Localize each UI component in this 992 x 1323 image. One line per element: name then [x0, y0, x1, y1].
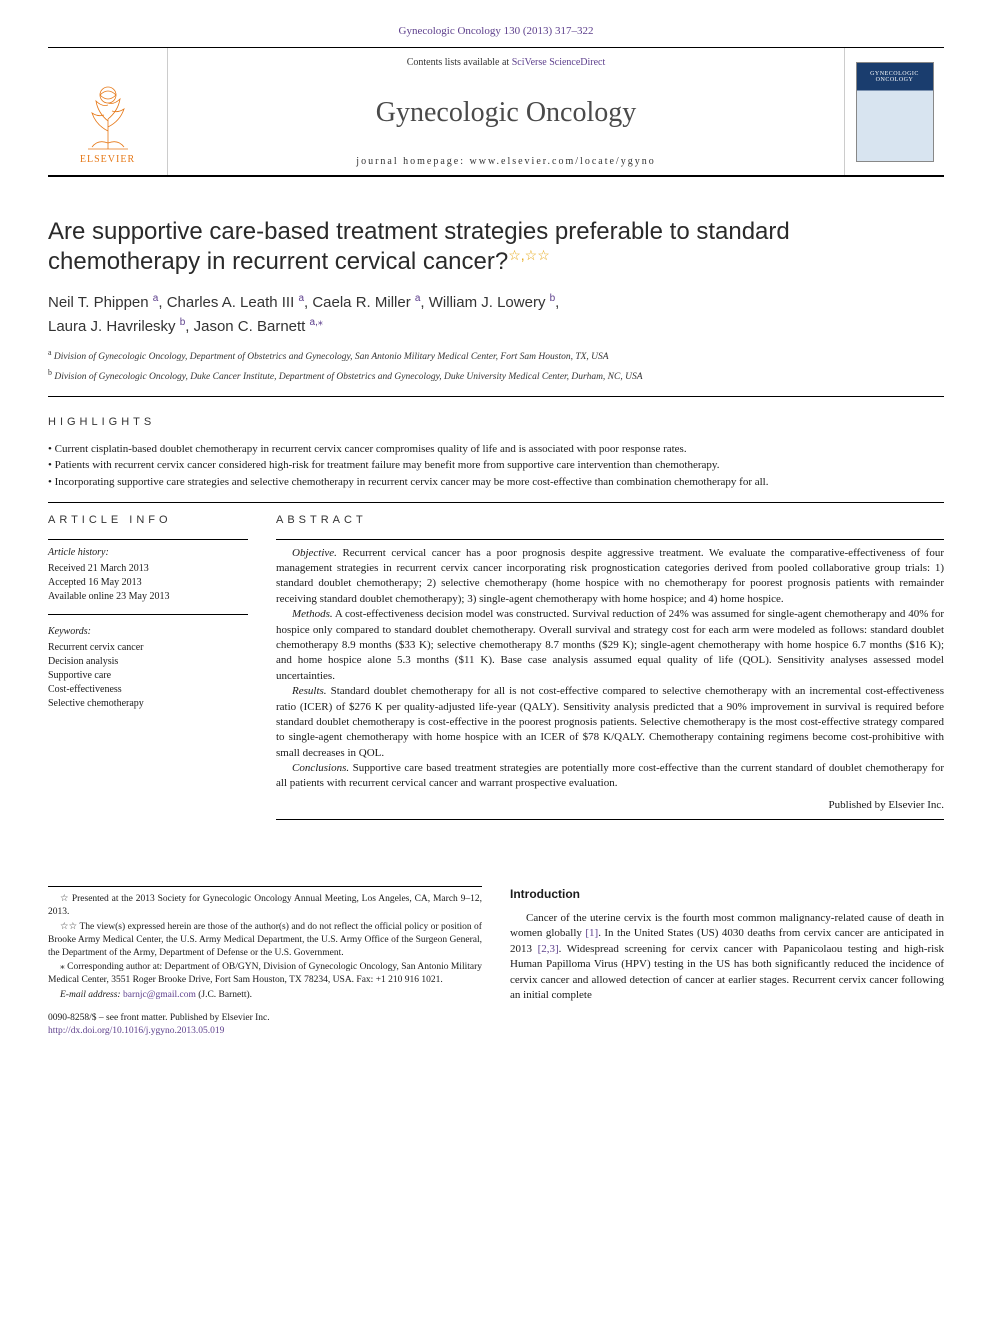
published-by: Published by Elsevier Inc. [276, 798, 944, 813]
body-col-right: Introduction Cancer of the uterine cervi… [510, 886, 944, 1037]
abstract-methods: Methods. A cost-effectiveness decision m… [276, 607, 944, 684]
keyword: Supportive care [48, 669, 248, 683]
journal-homepage: journal homepage: www.elsevier.com/locat… [356, 155, 655, 169]
ref-link-1[interactable]: [1] [585, 927, 598, 939]
footnote-email: E-mail address: barnjc@gmail.com (J.C. B… [48, 989, 482, 1002]
highlight-item: Incorporating supportive care strategies… [48, 474, 944, 491]
email-label: E-mail address: [60, 990, 123, 1000]
masthead: ELSEVIER Contents lists available at Sci… [48, 47, 944, 177]
article-info-column: ARTICLE INFO Article history: Received 2… [48, 513, 248, 826]
copyright-block: 0090-8258/$ – see front matter. Publishe… [48, 1012, 482, 1038]
highlights-list: Current cisplatin-based doublet chemothe… [48, 441, 944, 491]
ref-link-23[interactable]: [2,3] [538, 943, 559, 955]
contents-prefix: Contents lists available at [407, 57, 512, 68]
top-citation: Gynecologic Oncology 130 (2013) 317–322 [48, 24, 944, 39]
results-text: Standard doublet chemotherapy for all is… [276, 685, 944, 759]
objective-label: Objective. [292, 547, 337, 559]
abstract-conclusions: Conclusions. Supportive care based treat… [276, 761, 944, 792]
rule [276, 539, 944, 540]
journal-name: Gynecologic Oncology [376, 93, 637, 132]
affiliation-a-text: Division of Gynecologic Oncology, Depart… [54, 353, 609, 363]
journal-cover-title: GYNECOLOGIC ONCOLOGY [861, 71, 929, 84]
body-col-left: ☆ Presented at the 2013 Society for Gyne… [48, 886, 482, 1037]
elsevier-wordmark: ELSEVIER [80, 153, 135, 167]
footnote-corresponding: ⁎ Corresponding author at: Department of… [48, 961, 482, 987]
article-title: Are supportive care-based treatment stra… [48, 217, 944, 277]
keyword: Decision analysis [48, 655, 248, 669]
results-label: Results. [292, 685, 327, 697]
history-received: Received 21 March 2013 [48, 562, 248, 576]
article-info-heading: ARTICLE INFO [48, 513, 248, 528]
footnote-star1-text: Presented at the 2013 Society for Gyneco… [48, 894, 482, 917]
author-6-affil: a, [310, 317, 318, 328]
author-2: , Charles A. Leath III [158, 294, 298, 311]
body-columns: ☆ Presented at the 2013 Society for Gyne… [48, 886, 944, 1037]
methods-text: A cost-effectiveness decision model was … [276, 608, 944, 682]
email-tail: (J.C. Barnett). [196, 990, 252, 1000]
abstract-heading: ABSTRACT [276, 513, 944, 528]
history-accepted: Accepted 16 May 2013 [48, 576, 248, 590]
keyword: Recurrent cervix cancer [48, 641, 248, 655]
footnote-corr-text: Corresponding author at: Department of O… [48, 962, 482, 985]
article-history: Received 21 March 2013 Accepted 16 May 2… [48, 562, 248, 604]
highlight-item: Current cisplatin-based doublet chemothe… [48, 441, 944, 458]
rule [48, 539, 248, 540]
footnote-star1: ☆ Presented at the 2013 Society for Gyne… [48, 893, 482, 919]
author-6: , Jason C. Barnett [185, 318, 309, 335]
keyword: Cost-effectiveness [48, 683, 248, 697]
contents-lists-line: Contents lists available at SciVerse Sci… [407, 56, 606, 70]
affiliation-b-text: Division of Gynecologic Oncology, Duke C… [54, 373, 642, 383]
history-online: Available online 23 May 2013 [48, 590, 248, 604]
corresponding-marker: ⁎ [318, 317, 323, 328]
sciencedirect-link[interactable]: SciVerse ScienceDirect [512, 57, 606, 68]
author-1: Neil T. Phippen [48, 294, 153, 311]
rule [276, 819, 944, 820]
abstract-column: ABSTRACT Objective. Recurrent cervical c… [276, 513, 944, 826]
info-abstract-row: ARTICLE INFO Article history: Received 2… [48, 513, 944, 826]
article-title-text: Are supportive care-based treatment stra… [48, 218, 790, 275]
affiliation-a: a Division of Gynecologic Oncology, Depa… [48, 348, 944, 364]
rule [48, 396, 944, 397]
abstract-results: Results. Standard doublet chemotherapy f… [276, 684, 944, 761]
author-3: , Caela R. Miller [304, 294, 415, 311]
objective-text: Recurrent cervical cancer has a poor pro… [276, 547, 944, 605]
introduction-para: Cancer of the uterine cervix is the four… [510, 911, 944, 1003]
rule [48, 614, 248, 615]
highlights-heading: HIGHLIGHTS [48, 415, 944, 430]
author-sep: , [555, 294, 559, 311]
abstract-objective: Objective. Recurrent cervical cancer has… [276, 546, 944, 608]
rule [48, 502, 944, 503]
elsevier-tree-icon [78, 81, 138, 151]
footnote-star2: ☆☆ The view(s) expressed herein are thos… [48, 921, 482, 959]
footnotes: ☆ Presented at the 2013 Society for Gyne… [48, 886, 482, 1002]
journal-cover-thumb: GYNECOLOGIC ONCOLOGY [856, 62, 934, 162]
doi-link[interactable]: http://dx.doi.org/10.1016/j.ygyno.2013.0… [48, 1026, 224, 1036]
publisher-logo-area: ELSEVIER [48, 48, 168, 175]
keywords-list: Recurrent cervix cancer Decision analysi… [48, 641, 248, 711]
highlight-item: Patients with recurrent cervix cancer co… [48, 457, 944, 474]
conclusions-label: Conclusions. [292, 762, 349, 774]
introduction-heading: Introduction [510, 886, 944, 903]
highlights-section: HIGHLIGHTS Current cisplatin-based doubl… [48, 415, 944, 490]
keywords-label: Keywords: [48, 625, 248, 639]
email-link[interactable]: barnjc@gmail.com [123, 990, 196, 1000]
elsevier-logo: ELSEVIER [63, 67, 153, 167]
affiliation-b: b Division of Gynecologic Oncology, Duke… [48, 368, 944, 384]
author-4: , William J. Lowery [420, 294, 549, 311]
journal-cover-area: GYNECOLOGIC ONCOLOGY [844, 48, 944, 175]
author-5: Laura J. Havrilesky [48, 318, 180, 335]
conclusions-text: Supportive care based treatment strategi… [276, 762, 944, 789]
article-history-label: Article history: [48, 546, 248, 560]
author-list: Neil T. Phippen a, Charles A. Leath III … [48, 291, 944, 338]
copyright-line: 0090-8258/$ – see front matter. Publishe… [48, 1012, 482, 1025]
methods-label: Methods. [292, 608, 333, 620]
title-footnote-markers: ☆,☆☆ [508, 247, 550, 263]
masthead-center: Contents lists available at SciVerse Sci… [168, 48, 844, 175]
footnote-star2-text: The view(s) expressed herein are those o… [48, 922, 482, 958]
keyword: Selective chemotherapy [48, 697, 248, 711]
